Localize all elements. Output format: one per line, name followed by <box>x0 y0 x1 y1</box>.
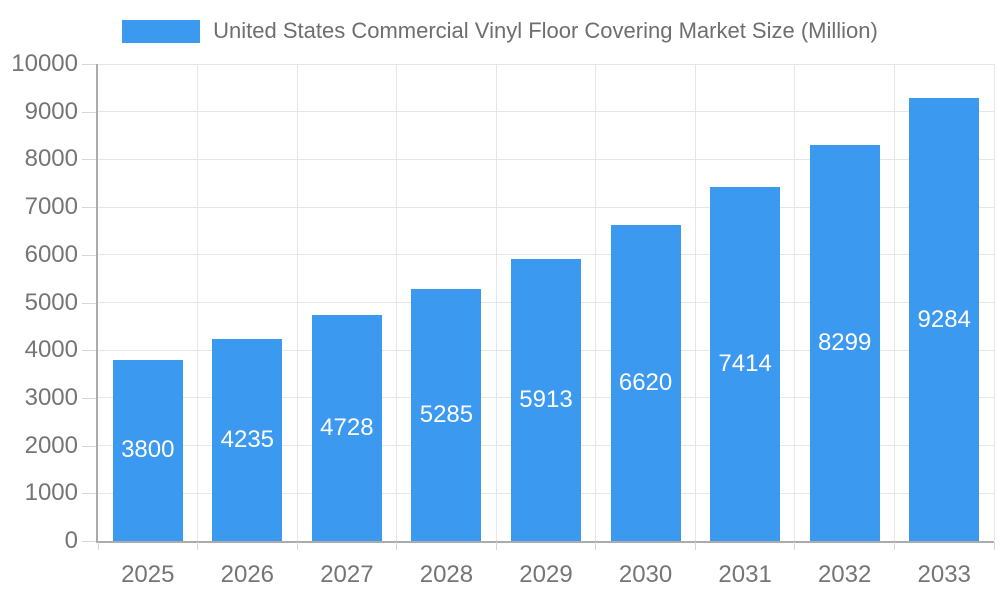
bar-value-label: 8299 <box>817 329 872 357</box>
x-tick-label: 2026 <box>220 561 275 588</box>
x-tick-label: 2029 <box>519 561 573 588</box>
bar-value-label: 5285 <box>419 400 474 428</box>
x-tick-label: 2032 <box>817 561 872 588</box>
y-tick-mark <box>82 350 96 352</box>
legend-item[interactable]: United States Commercial Vinyl Floor Cov… <box>0 17 1000 45</box>
x-tick-mark <box>296 542 298 550</box>
bar-value-label: 4235 <box>220 426 275 453</box>
y-tick-label: 4000 <box>24 336 78 364</box>
bar-2031[interactable]: 7414 <box>710 187 781 541</box>
y-tick-mark <box>82 207 96 209</box>
bar-2032[interactable]: 8299 <box>809 145 880 541</box>
y-tick-label: 7000 <box>24 193 78 221</box>
y-tick-label: 9000 <box>24 97 78 125</box>
bar-2030[interactable]: 6620 <box>610 225 681 541</box>
x-tick-mark <box>396 542 398 550</box>
gridline-horizontal <box>98 63 994 65</box>
y-tick-label: 5000 <box>24 288 78 316</box>
bar-value-label: 3800 <box>121 436 175 464</box>
y-tick-label: 1000 <box>24 479 78 507</box>
y-tick-mark <box>82 541 96 542</box>
y-tick-label: 3000 <box>24 383 78 411</box>
legend-swatch <box>122 19 201 43</box>
x-axis-line <box>96 541 994 543</box>
gridline-horizontal <box>98 254 994 256</box>
plot-area: 3800 4235 4728 5285 5913 6620 7414 8299 9284 <box>96 63 995 543</box>
x-tick-mark <box>97 542 99 550</box>
gridline-vertical <box>694 64 696 541</box>
x-tick-mark <box>495 542 497 550</box>
gridline-vertical <box>396 64 398 541</box>
y-tick-mark <box>82 397 96 399</box>
gridline-vertical <box>893 64 895 541</box>
y-tick-mark <box>82 111 96 113</box>
y-tick-label: 10000 <box>11 50 78 77</box>
bar-value-label: 7414 <box>718 350 772 378</box>
y-tick-mark <box>82 64 96 65</box>
x-tick-label: 2027 <box>320 561 374 588</box>
gridline-vertical <box>296 64 298 541</box>
x-tick-label: 2030 <box>618 561 673 588</box>
bar-2028[interactable]: 5285 <box>411 288 482 541</box>
bar-2027[interactable]: 4728 <box>311 315 382 541</box>
y-axis-line <box>96 64 98 541</box>
gridline-vertical <box>794 64 796 541</box>
chart-title: United States Commercial Vinyl Floor Cov… <box>213 18 878 43</box>
bar-value-label: 6620 <box>618 369 673 397</box>
x-tick-mark <box>694 542 696 550</box>
y-tick-mark <box>82 302 96 304</box>
y-tick-mark <box>82 159 96 161</box>
gridline-horizontal <box>98 111 994 113</box>
gridline-horizontal <box>98 158 994 160</box>
gridline-vertical <box>197 64 199 541</box>
x-tick-label: 2033 <box>917 561 971 588</box>
x-tick-mark <box>595 542 597 550</box>
x-tick-mark <box>197 542 199 550</box>
y-tick-label: 2000 <box>24 431 78 459</box>
bar-2026[interactable]: 4235 <box>212 339 283 541</box>
x-tick-mark <box>794 542 796 550</box>
x-tick-label: 2028 <box>419 561 474 588</box>
bar-value-label: 5913 <box>519 385 573 413</box>
x-tick-label: 2025 <box>121 561 175 588</box>
bar-2025[interactable]: 3800 <box>112 359 183 541</box>
bar-2033[interactable]: 9284 <box>909 98 980 541</box>
gridline-vertical <box>495 64 497 541</box>
y-tick-label: 0 <box>64 527 78 554</box>
y-tick-mark <box>82 254 96 256</box>
gridline-vertical <box>595 64 597 541</box>
y-tick-label: 8000 <box>24 145 78 173</box>
bar-2029[interactable]: 5913 <box>511 258 581 541</box>
gridline-vertical <box>993 64 995 541</box>
y-tick-label: 6000 <box>24 240 78 268</box>
x-tick-label: 2031 <box>718 561 772 588</box>
y-tick-mark <box>82 493 96 495</box>
x-tick-mark <box>893 542 895 550</box>
x-tick-mark <box>993 542 995 550</box>
gridline-horizontal <box>98 206 994 208</box>
bar-value-label: 4728 <box>320 414 374 442</box>
y-tick-mark <box>82 445 96 447</box>
bar-value-label: 9284 <box>917 305 971 333</box>
